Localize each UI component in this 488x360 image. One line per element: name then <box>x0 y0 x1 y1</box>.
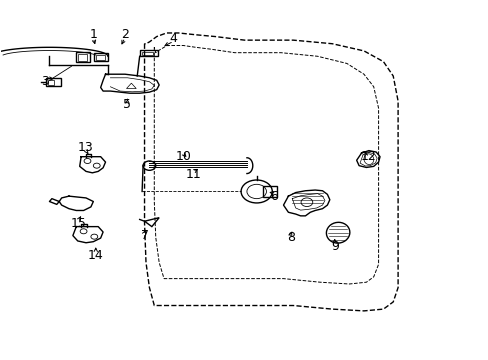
Text: 5: 5 <box>123 98 131 111</box>
Text: 4: 4 <box>169 32 177 45</box>
Bar <box>263 186 276 197</box>
Text: 6: 6 <box>269 190 277 203</box>
Text: 2: 2 <box>121 28 129 41</box>
Bar <box>142 51 153 55</box>
Bar <box>96 55 105 60</box>
Text: 9: 9 <box>330 240 338 253</box>
Text: 11: 11 <box>185 168 201 181</box>
Text: 3: 3 <box>41 75 48 88</box>
Text: 12: 12 <box>360 150 376 163</box>
Bar <box>140 50 158 56</box>
Text: 8: 8 <box>286 231 294 244</box>
Bar <box>47 80 54 85</box>
Text: 7: 7 <box>140 229 148 242</box>
Bar <box>94 53 108 61</box>
Text: 10: 10 <box>175 150 191 163</box>
Text: 1: 1 <box>89 28 97 41</box>
Bar <box>76 52 90 62</box>
Bar <box>45 78 61 86</box>
Text: 14: 14 <box>88 249 103 262</box>
Text: 15: 15 <box>71 216 86 230</box>
Bar <box>78 54 87 61</box>
Text: 13: 13 <box>78 141 94 154</box>
